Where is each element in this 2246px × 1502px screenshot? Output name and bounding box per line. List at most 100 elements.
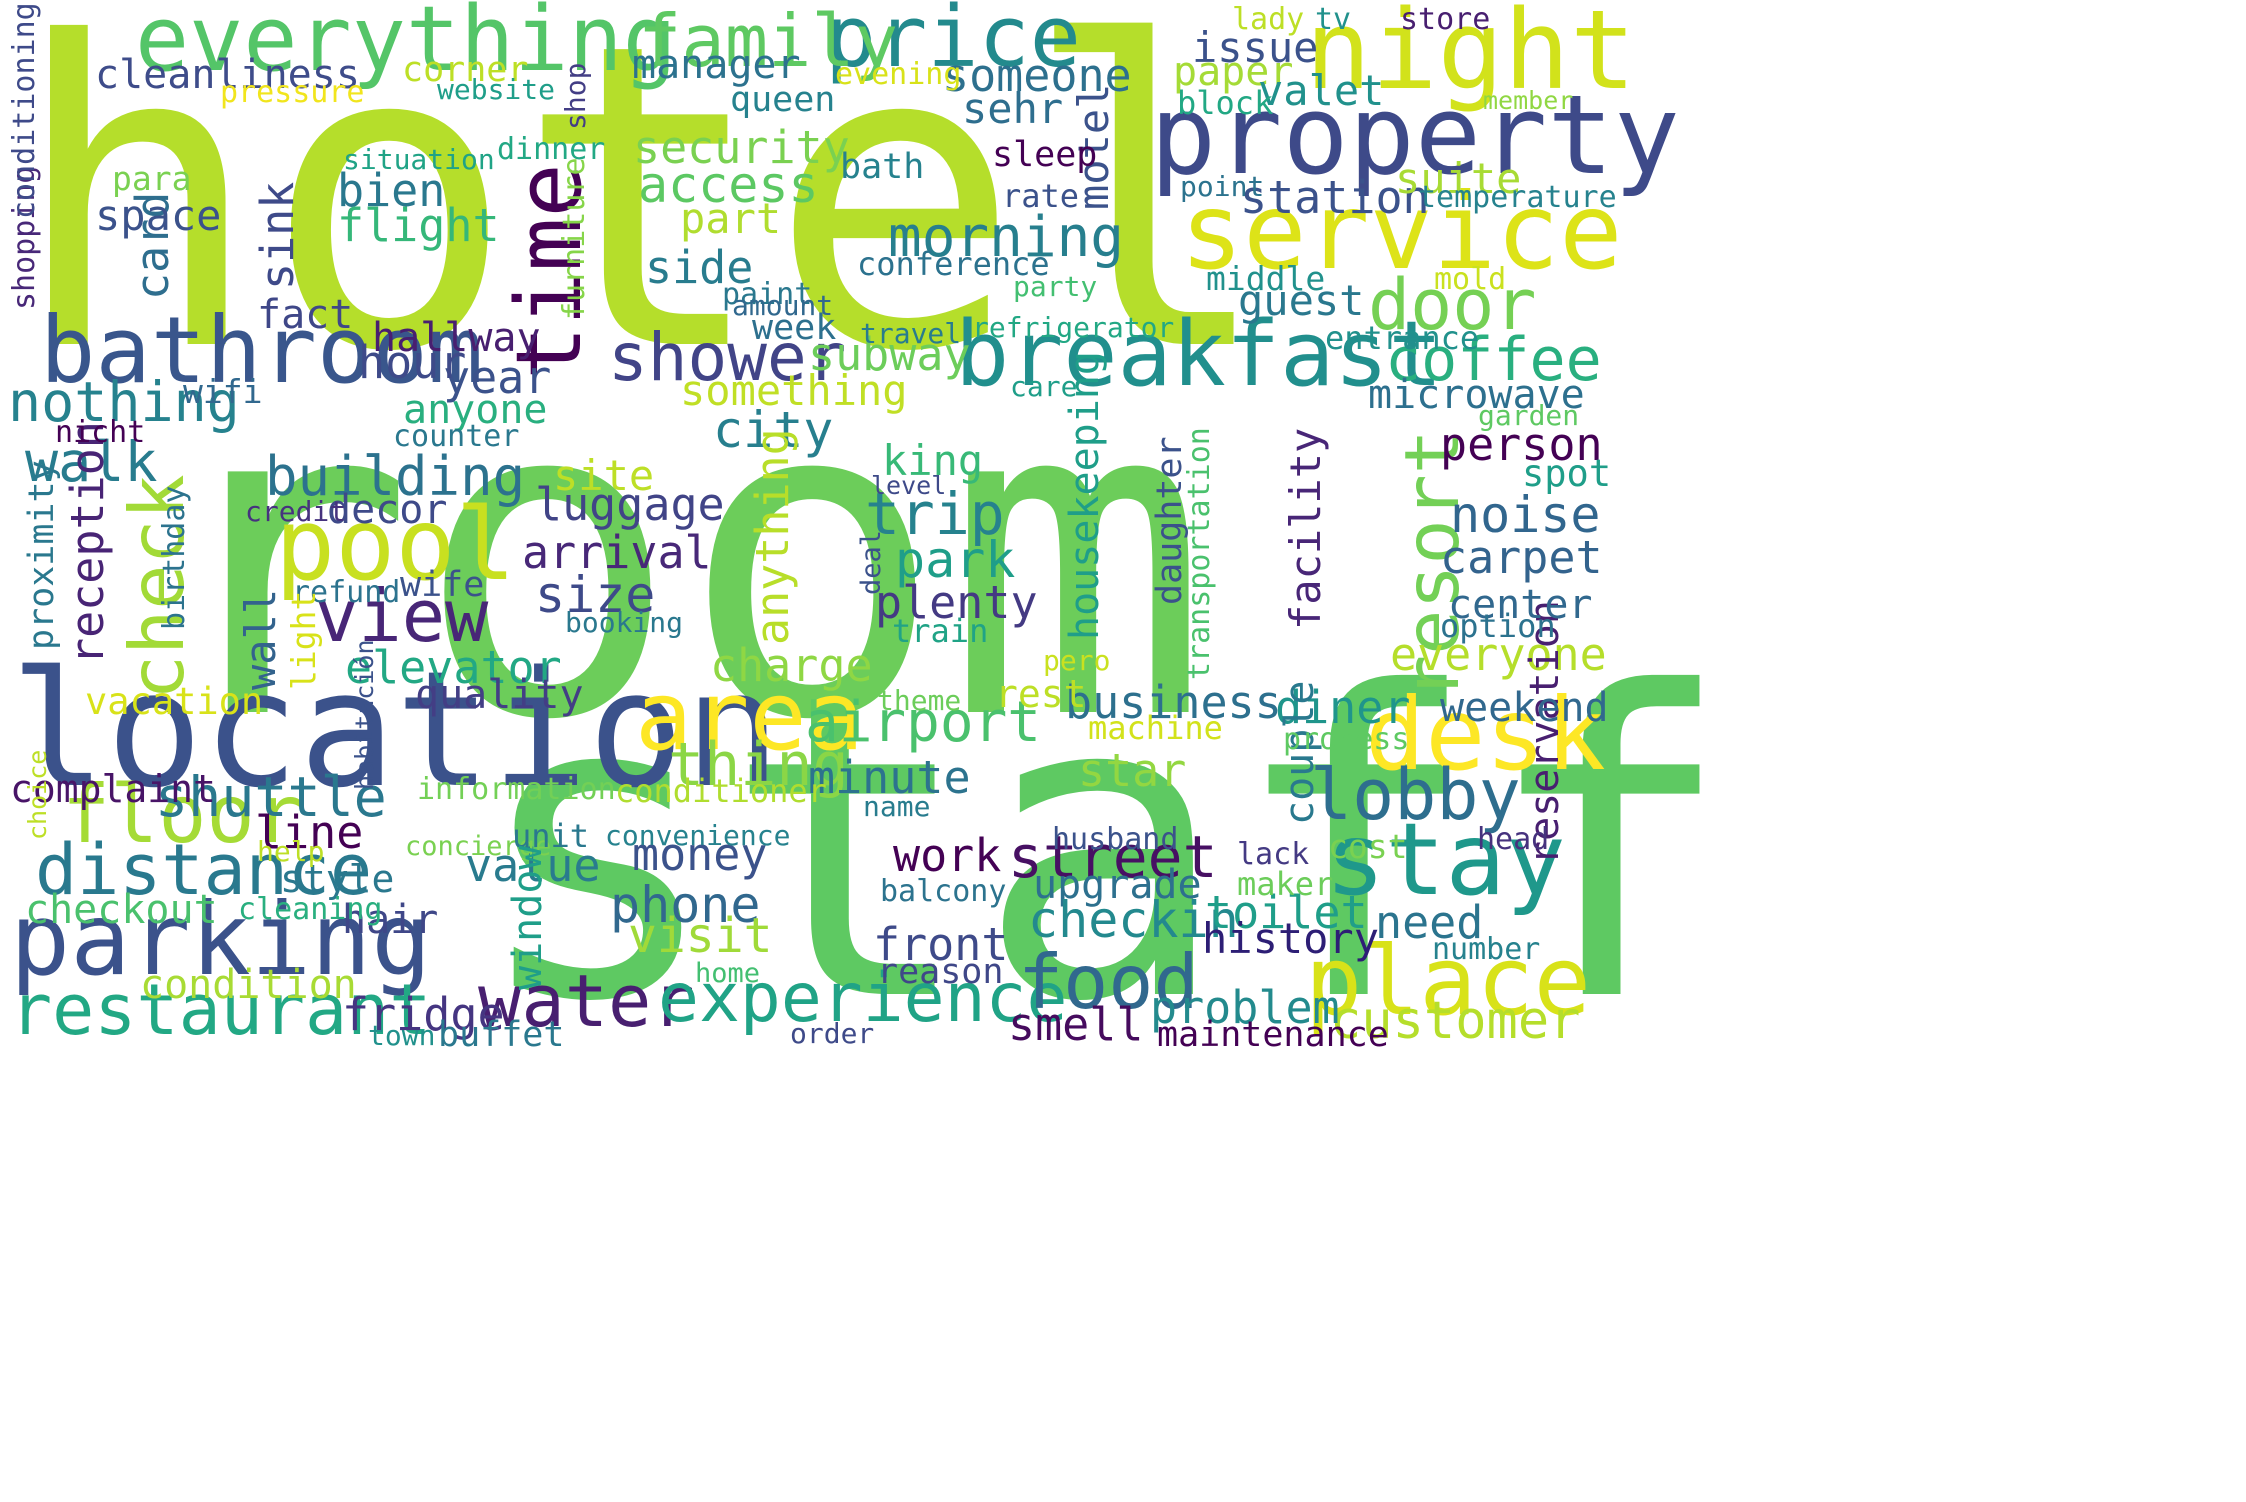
word-visit: visit xyxy=(628,908,773,964)
word-decor: decor xyxy=(327,487,448,533)
word-number: number xyxy=(1432,932,1541,967)
word-birthday: birthday xyxy=(157,485,192,631)
word-staff: staff xyxy=(470,605,1735,1094)
word-star: star xyxy=(1078,744,1187,797)
word-temperature: temperature xyxy=(1418,180,1617,215)
word-care: care xyxy=(1010,370,1078,403)
word-desk: desk xyxy=(1365,676,1606,793)
word-maintenance: maintenance xyxy=(1157,1015,1389,1055)
word-help: help xyxy=(257,835,325,868)
word-habitación: habitación xyxy=(350,639,379,790)
word-city: city xyxy=(713,401,834,459)
word-entrance: entrance xyxy=(1325,319,1480,357)
word-access: access xyxy=(638,156,819,214)
word-weekend: weekend xyxy=(1440,685,1609,731)
word-pool: pool xyxy=(275,486,516,603)
word-hour: hour xyxy=(358,336,467,389)
word-buffet: buffet xyxy=(438,1015,565,1055)
word-mold: mold xyxy=(1434,262,1507,297)
word-carpet: carpet xyxy=(1440,531,1603,584)
word-smell: smell xyxy=(1008,998,1144,1051)
word-conditioning: conditioning xyxy=(7,2,42,219)
word-floor: floor xyxy=(62,768,303,861)
word-fact: fact xyxy=(257,292,354,338)
word-window: window xyxy=(505,845,551,991)
word-rest: rest xyxy=(995,672,1087,716)
word-level: level xyxy=(871,471,947,500)
word-name: name xyxy=(863,790,931,823)
word-suite: suite xyxy=(1395,154,1522,203)
word-sink: sink xyxy=(251,181,304,290)
word-information: information xyxy=(417,772,616,807)
word-week: week xyxy=(752,308,837,348)
word-home: home xyxy=(695,958,761,989)
word-diner: diner xyxy=(1275,681,1411,734)
word-wifi: wifi xyxy=(183,372,263,411)
word-husband: husband xyxy=(1052,822,1179,857)
word-front: front xyxy=(873,918,1009,971)
word-town: town xyxy=(368,1019,436,1052)
word-breakfast: breakfast xyxy=(955,302,1443,407)
word-facility: facility xyxy=(1281,427,1330,630)
word-need: need xyxy=(1375,896,1484,949)
word-location: location xyxy=(10,636,781,823)
word-shuttle: shuttle xyxy=(155,765,387,829)
word-work: work xyxy=(893,829,1002,882)
word-party: party xyxy=(1013,270,1098,303)
word-choice: choice xyxy=(23,749,52,840)
word-family: family xyxy=(638,0,899,83)
word-checkin: checkin xyxy=(1028,891,1239,949)
word-lack: lack xyxy=(1237,837,1310,872)
word-anyone: anyone xyxy=(403,387,548,433)
word-hair: hair xyxy=(342,897,439,943)
word-money: money xyxy=(632,828,768,881)
word-place: place xyxy=(1305,927,1591,1037)
word-elevator: elevator xyxy=(345,641,562,694)
word-anything: anything xyxy=(746,428,799,645)
word-amount: amount xyxy=(732,289,834,322)
word-evening: evening xyxy=(835,57,962,92)
word-paper: paper xyxy=(1173,49,1294,95)
word-concierge: concierge xyxy=(405,831,552,862)
word-refrigerator: refrigerator xyxy=(972,311,1175,344)
word-spot: spot xyxy=(1522,452,1612,495)
word-thing: thing xyxy=(668,730,849,800)
word-minute: minute xyxy=(808,751,971,804)
word-train: train xyxy=(892,612,989,650)
word-reception: reception xyxy=(61,421,114,665)
word-street: street xyxy=(1008,823,1218,891)
word-wall: wall xyxy=(236,588,285,690)
word-counter: counter xyxy=(393,419,520,454)
word-corner: corner xyxy=(402,50,529,90)
word-lobby: lobby xyxy=(1310,754,1521,836)
word-proximity: proximity xyxy=(22,460,62,650)
word-machine: machine xyxy=(1088,709,1223,747)
word-shower: shower xyxy=(608,319,847,396)
word-refund: refund xyxy=(292,575,401,610)
word-noise: noise xyxy=(1450,486,1601,544)
word-issue: issue xyxy=(1192,23,1319,72)
word-valet: valet xyxy=(1258,66,1385,115)
word-experience: experience xyxy=(658,959,1068,1038)
word-style: style xyxy=(280,857,395,901)
word-everyone: everyone xyxy=(1390,628,1607,681)
word-year: year xyxy=(443,351,552,404)
word-bien: bien xyxy=(337,164,446,217)
word-dinner: dinner xyxy=(497,132,606,167)
word-luggage: luggage xyxy=(535,478,725,531)
word-furniture: furniture xyxy=(557,157,592,320)
word-member: member xyxy=(1483,86,1574,115)
word-part: part xyxy=(680,194,782,243)
word-view: view xyxy=(315,574,489,658)
word-everything: everything xyxy=(135,0,677,92)
word-problem: problem xyxy=(1150,981,1340,1034)
word-complaint: complaint xyxy=(10,767,216,811)
word-point: point xyxy=(1180,170,1265,203)
word-light: light xyxy=(284,590,323,690)
word-block: block xyxy=(1177,84,1274,122)
word-door: door xyxy=(1368,264,1537,346)
word-vacation: vacation xyxy=(85,680,264,723)
word-bath: bath xyxy=(840,147,925,187)
word-order: order xyxy=(790,1017,875,1050)
